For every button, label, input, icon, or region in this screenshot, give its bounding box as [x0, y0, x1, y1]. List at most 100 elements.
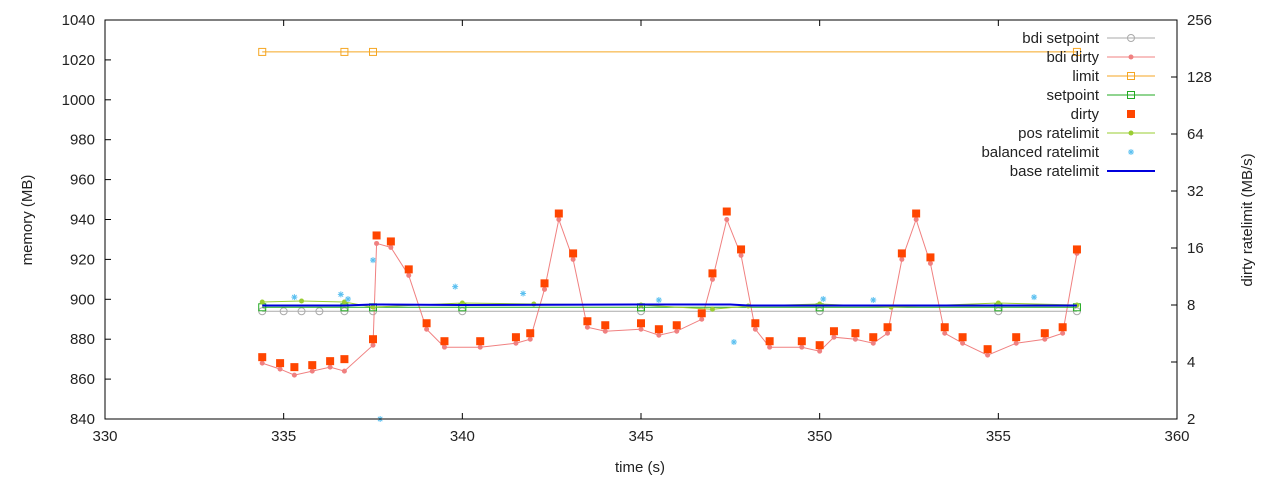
- data-point: [708, 269, 717, 278]
- y-tick-label: 1000: [62, 92, 95, 109]
- data-point: [699, 316, 705, 322]
- data-point: [440, 337, 449, 346]
- legend-label: bdi setpoint: [1022, 30, 1100, 47]
- data-point: [1060, 330, 1066, 336]
- data-point: [526, 329, 535, 338]
- data-point: [340, 355, 349, 364]
- legend-entry: bdi setpoint: [1022, 30, 1155, 47]
- data-point: [885, 330, 891, 336]
- data-point: [424, 326, 430, 332]
- y2-tick-label: 4: [1187, 354, 1195, 371]
- series-line: [262, 217, 1078, 376]
- data-point: [370, 257, 376, 264]
- y-tick-label: 940: [70, 212, 95, 229]
- y2-tick-label: 16: [1187, 240, 1204, 257]
- data-point: [913, 217, 919, 222]
- data-point: [513, 340, 519, 346]
- x-tick-label: 355: [986, 428, 1011, 445]
- data-point: [259, 299, 265, 305]
- data-point: [258, 47, 267, 56]
- legend-entry: limit: [1072, 68, 1155, 85]
- data-point: [341, 368, 347, 374]
- data-point: [520, 290, 527, 297]
- data-point: [1058, 323, 1067, 332]
- data-point: [724, 217, 730, 222]
- legend-entry: pos ratelimit: [1018, 125, 1155, 142]
- data-point: [851, 329, 860, 338]
- y2-tick-label: 8: [1187, 297, 1195, 314]
- data-point: [638, 326, 644, 332]
- legend-marker: [1128, 149, 1134, 155]
- data-point: [697, 309, 706, 318]
- legend-marker: [1128, 54, 1134, 60]
- data-point: [291, 372, 297, 378]
- data-point: [476, 337, 485, 346]
- y-tick-label: 900: [70, 291, 95, 308]
- axes: 330 335 340 345 350 355 360 840 860 880 900 920 940 9…: [62, 12, 1212, 445]
- data-point: [452, 283, 459, 290]
- data-point: [752, 326, 758, 332]
- legend-entry: bdi dirty: [1046, 49, 1155, 66]
- y2-axis-label: dirty ratelimit (MB/s): [1239, 153, 1256, 286]
- series-line: [262, 303, 1077, 307]
- data-point: [370, 342, 376, 348]
- data-point: [404, 265, 413, 274]
- data-point: [709, 276, 715, 282]
- data-point: [1013, 340, 1019, 346]
- data-point: [722, 207, 731, 216]
- data-point: [511, 333, 520, 342]
- data-point: [299, 298, 305, 304]
- x-tick-label: 360: [1164, 428, 1189, 445]
- data-point: [556, 217, 562, 222]
- data-point: [960, 340, 966, 346]
- data-point: [637, 319, 645, 328]
- data-point: [327, 364, 333, 370]
- data-point: [897, 249, 906, 258]
- data-point: [883, 323, 892, 332]
- data-point: [958, 333, 967, 342]
- x-tick-label: 340: [450, 428, 475, 445]
- data-point: [583, 317, 592, 326]
- data-point: [259, 360, 265, 366]
- data-point: [870, 297, 877, 304]
- data-point: [737, 245, 746, 254]
- data-point: [584, 324, 590, 330]
- legend-entry: balanced ratelimit: [981, 144, 1134, 161]
- y-tick-label: 1020: [62, 52, 95, 69]
- y-tick-label: 840: [70, 411, 95, 428]
- legend-marker: [1127, 110, 1135, 118]
- data-point: [1040, 329, 1049, 338]
- x-tick-label: 330: [92, 428, 117, 445]
- data-point: [1012, 333, 1021, 342]
- legend-label: base ratelimit: [1010, 163, 1100, 180]
- data-point: [674, 328, 680, 334]
- data-point: [527, 336, 533, 342]
- data-point: [654, 325, 663, 334]
- data-point: [441, 344, 447, 350]
- data-point: [656, 332, 662, 338]
- data-point: [291, 294, 298, 301]
- data-point: [765, 337, 774, 346]
- data-point: [985, 352, 991, 358]
- data-point: [386, 237, 395, 246]
- data-point: [709, 306, 715, 312]
- data-point: [672, 321, 681, 330]
- data-point: [540, 279, 549, 288]
- series-balanced-ratelimit: [291, 257, 1038, 422]
- data-point: [374, 240, 380, 246]
- data-point: [1042, 336, 1048, 342]
- data-point: [277, 366, 283, 372]
- data-point: [542, 286, 548, 292]
- y-tick-label: 920: [70, 251, 95, 268]
- data-point: [370, 304, 376, 310]
- legend-marker: [1128, 130, 1134, 136]
- x-tick-label: 345: [628, 428, 653, 445]
- data-point: [326, 357, 335, 366]
- data-point: [926, 253, 935, 262]
- y-tick-label: 960: [70, 172, 95, 189]
- data-point: [730, 339, 737, 346]
- data-point: [983, 345, 992, 354]
- data-point: [797, 337, 806, 346]
- data-point: [422, 319, 431, 328]
